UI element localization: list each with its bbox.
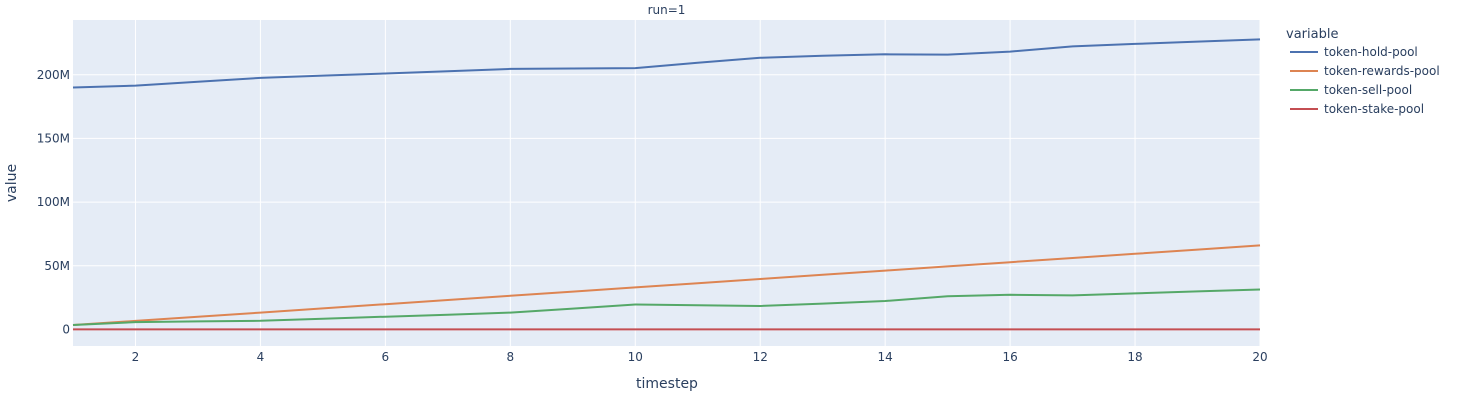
y-tick-label: 150M xyxy=(37,131,70,145)
x-tick-label: 18 xyxy=(1127,350,1142,364)
y-tick-label: 200M xyxy=(37,68,70,82)
series-line-token-hold-pool xyxy=(72,38,1261,89)
x-axis-title: timestep xyxy=(636,376,698,392)
legend-label-token-hold-pool: token-hold-pool xyxy=(1324,45,1418,59)
series-lines xyxy=(72,38,1261,331)
legend-label-token-stake-pool: token-stake-pool xyxy=(1324,102,1424,116)
legend-label-token-sell-pool: token-sell-pool xyxy=(1324,83,1412,97)
series-line-token-sell-pool xyxy=(72,288,1261,326)
x-tick-label: 10 xyxy=(628,350,643,364)
legend-title: variable xyxy=(1286,27,1338,42)
x-tick-label: 14 xyxy=(878,350,893,364)
x-tick-label: 4 xyxy=(257,350,265,364)
series-line-token-rewards-pool xyxy=(72,244,1261,326)
legend: variable token-hold-pool token-rewards-po… xyxy=(1286,27,1440,116)
y-tick-labels: 0 50M 100M 150M 200M xyxy=(37,68,70,337)
y-tick-label: 50M xyxy=(44,259,70,273)
y-tick-label: 0 xyxy=(62,322,70,336)
y-axis-title: value xyxy=(4,164,20,202)
x-tick-label: 6 xyxy=(382,350,390,364)
x-tick-label: 12 xyxy=(753,350,768,364)
plot-area xyxy=(73,20,1260,346)
x-tick-label: 16 xyxy=(1002,350,1017,364)
x-tick-label: 8 xyxy=(506,350,514,364)
x-tick-label: 2 xyxy=(132,350,140,364)
x-tick-label: 20 xyxy=(1252,350,1267,364)
legend-label-token-rewards-pool: token-rewards-pool xyxy=(1324,64,1440,78)
facet-title: run=1 xyxy=(648,3,686,17)
x-gridlines xyxy=(134,20,1261,346)
x-tick-labels: 2 4 6 8 10 12 14 16 18 20 xyxy=(132,350,1268,364)
y-tick-label: 100M xyxy=(37,195,70,209)
